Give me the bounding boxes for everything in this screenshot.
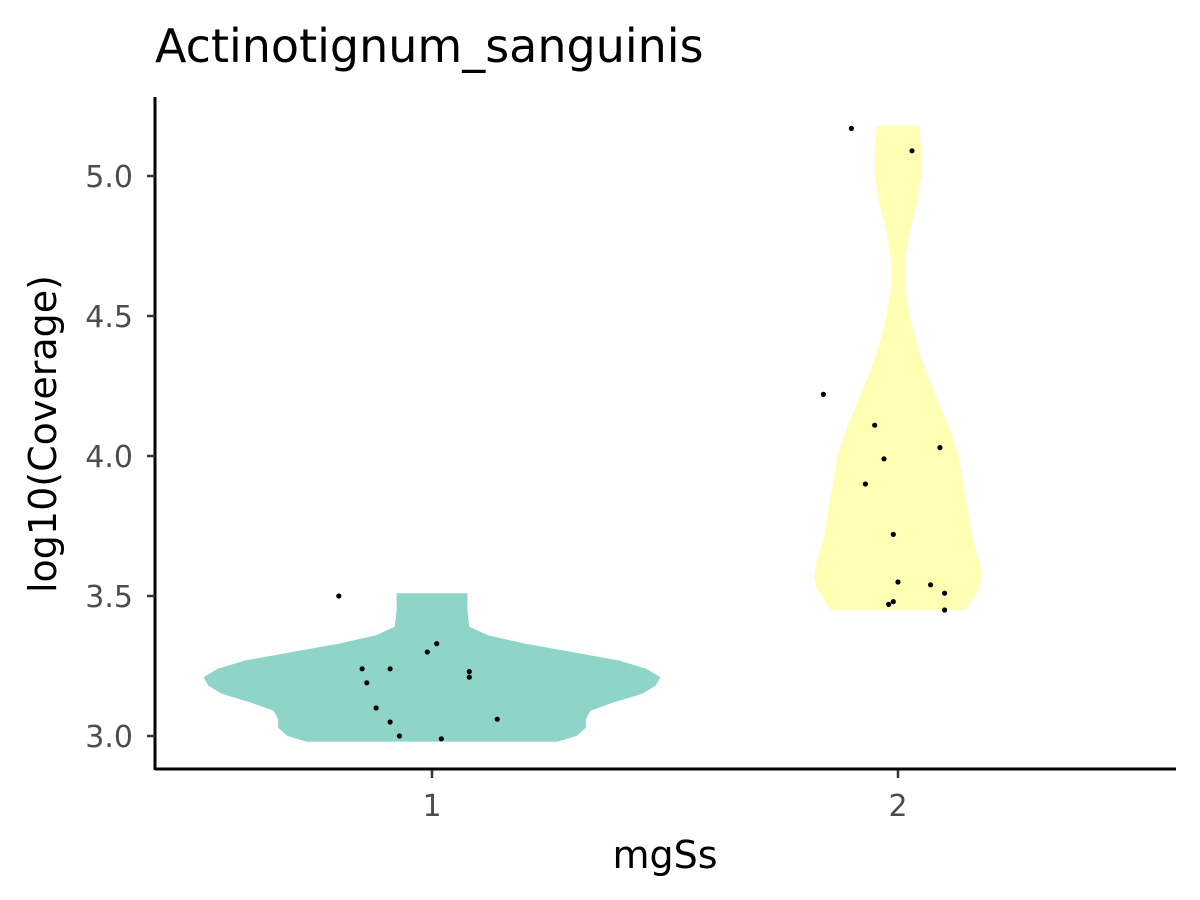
x-tick-label: 1 (422, 789, 441, 824)
data-point (438, 736, 444, 742)
data-point (466, 674, 472, 680)
data-point (890, 531, 896, 538)
data-point (890, 599, 896, 605)
violin-2 (814, 125, 982, 610)
violin-1 (203, 593, 661, 742)
y-tick-label: 5.0 (85, 160, 133, 195)
y-tick-label: 3.5 (85, 580, 133, 615)
data-point (494, 716, 500, 722)
data-point (387, 719, 393, 725)
data-point (928, 582, 934, 588)
y-axis-title: log10(Coverage) (21, 275, 65, 593)
data-point (466, 669, 472, 675)
data-point (942, 607, 948, 613)
data-point (909, 148, 915, 154)
data-point (364, 680, 370, 686)
x-axis-title: mgSs (612, 833, 717, 877)
data-point (937, 445, 943, 451)
data-point (359, 666, 365, 672)
data-point (848, 125, 855, 131)
data-point (820, 391, 827, 397)
y-tick-label: 4.5 (85, 300, 133, 335)
data-point (434, 641, 440, 647)
data-point (396, 733, 402, 739)
data-point (895, 579, 901, 585)
y-tick-label: 4.0 (85, 440, 133, 475)
data-point (336, 593, 342, 599)
violins-layer (203, 125, 982, 742)
data-point (881, 456, 887, 462)
chart-title: Actinotignum_sanguinis (155, 19, 704, 73)
data-point (424, 649, 430, 655)
points-layer (336, 125, 948, 742)
data-point (862, 481, 869, 487)
x-tick-label: 2 (888, 789, 907, 824)
y-tick-label: 3.0 (85, 720, 133, 755)
data-point (872, 422, 878, 428)
data-point (942, 590, 948, 596)
data-point (886, 601, 892, 608)
data-point (373, 705, 379, 711)
data-point (387, 666, 393, 672)
y-ticks-layer: 3.0 3.5 4.0 4.5 5.0 (85, 160, 155, 755)
